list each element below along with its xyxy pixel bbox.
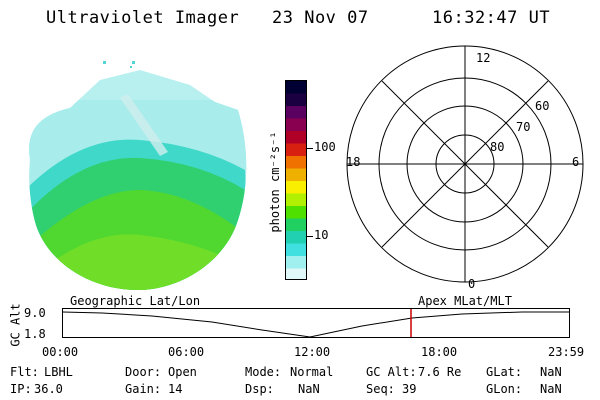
mlt-label-0: 0 — [468, 277, 475, 290]
polar-diagonal-2 — [381, 80, 549, 248]
colorbar-tick-100 — [307, 148, 313, 149]
status-ip-value: 36.0 — [34, 382, 63, 396]
timeline-altitude-curve — [62, 311, 569, 338]
status-flt-label: Flt: — [10, 365, 39, 379]
colorbar-band — [286, 256, 306, 269]
auroral-image — [29, 61, 247, 290]
status-seq-value: 39 — [402, 382, 417, 396]
colorbar — [285, 80, 307, 280]
status-glon-value: NaN — [540, 382, 562, 396]
status-door-label: Door: — [125, 365, 162, 379]
mlt-label-18: 18 — [346, 155, 360, 169]
timeline-xtick-0600: 06:00 — [168, 345, 205, 359]
colorbar-label-10: 10 — [314, 228, 329, 242]
status-mode-label: Mode: — [245, 365, 282, 379]
timeline-xtick-1200: 12:00 — [294, 345, 331, 359]
colorbar-band — [286, 81, 306, 94]
timeline-xtick-1800: 18:00 — [421, 345, 458, 359]
status-gcalt-value: 7.6 Re — [418, 365, 462, 379]
status-mode-value: Normal — [290, 365, 334, 379]
mlat-label-70: 70 — [516, 120, 530, 134]
mlt-label-6: 6 — [572, 155, 579, 169]
polar-plot: 12 18 6 0 60 70 80 — [346, 45, 584, 290]
timeline-xtick-0000: 00:00 — [42, 345, 79, 359]
status-gcalt-label: GC Alt: — [366, 365, 417, 379]
colorbar-band — [286, 143, 306, 157]
status-door-value: Open — [168, 365, 197, 379]
timeline-xtick-2359: 23:59 — [548, 345, 585, 359]
status-dsp-label: Dsp: — [245, 382, 274, 396]
image-time: 16:32:47 UT — [432, 8, 551, 28]
colorbar-band — [286, 118, 306, 132]
timeline-plot — [62, 308, 570, 338]
colorbar-band — [286, 131, 306, 144]
colorbar-band — [286, 168, 306, 182]
image-date: 23 Nov 07 — [272, 8, 369, 28]
colorbar-band — [286, 181, 306, 194]
colorbar-band — [286, 218, 306, 232]
colorbar-band — [286, 93, 306, 107]
status-dsp-value: NaN — [298, 382, 320, 396]
colorbar-band — [286, 268, 306, 279]
mlat-label-60: 60 — [535, 99, 549, 113]
colorbar-label-100: 100 — [314, 140, 336, 154]
timeline-axis-label: GC Alt — [8, 303, 23, 347]
colorbar-band — [286, 193, 306, 207]
mlt-label-12: 12 — [476, 51, 490, 65]
status-flt-value: LBHL — [44, 365, 73, 379]
mlat-label-80: 80 — [490, 140, 504, 154]
colorbar-band — [286, 156, 306, 169]
status-gain-label: Gain: — [125, 382, 162, 396]
colorbar-band — [286, 243, 306, 257]
colorbar-unit-label: photon cm⁻²s⁻¹ — [268, 131, 282, 233]
colorbar-tick-10 — [307, 236, 313, 237]
colorbar-band — [286, 206, 306, 219]
status-gain-value: 14 — [168, 382, 183, 396]
timeline-left-title: Geographic Lat/Lon — [70, 294, 201, 308]
status-seq-label: Seq: — [366, 382, 395, 396]
timeline-right-title: Apex MLat/MLT — [418, 294, 512, 308]
status-glon-label: GLon: — [486, 382, 523, 396]
status-ip-label: IP: — [10, 382, 32, 396]
colorbar-band — [286, 106, 306, 119]
status-glat-value: NaN — [540, 365, 562, 379]
colorbar-band — [286, 231, 306, 244]
timeline-ytick-1-8: 1.8 — [24, 327, 46, 341]
timeline-frame — [62, 308, 570, 338]
status-glat-label: GLat: — [486, 365, 523, 379]
imager-title: Ultraviolet Imager — [46, 8, 240, 28]
timeline-ytick-9: 9.0 — [24, 306, 46, 320]
